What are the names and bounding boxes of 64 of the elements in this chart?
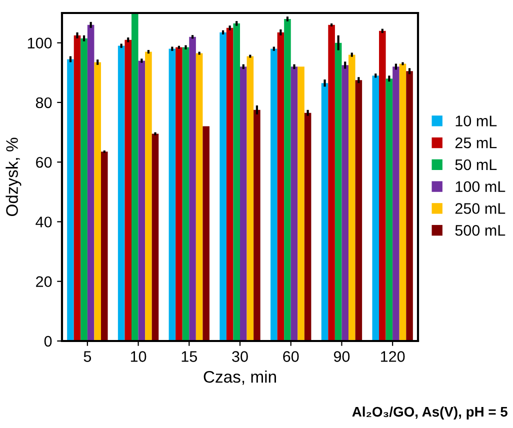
y-tick-label: 40 [36,216,52,228]
legend-label: 10 mL [456,116,497,126]
bar [138,60,146,341]
bar [328,24,335,341]
bar [87,24,94,341]
bar [118,46,125,341]
legend-label: 50 mL [455,159,497,170]
y-tick-label: 20 [36,276,52,288]
legend-label: 250 mL [455,203,506,214]
bar [342,65,348,341]
bar [406,71,413,341]
x-axis-title: Czas, min [204,370,276,385]
bar [246,56,254,341]
bar [196,53,203,341]
bar [304,112,312,341]
bar [176,47,182,341]
bar [399,64,406,341]
y-tick-label: 100 [28,38,52,49]
bar [145,52,152,341]
bar [379,30,386,341]
y-tick-label: 80 [36,97,52,108]
y-tick-label: 60 [36,156,52,168]
bar [240,66,247,341]
bar [202,126,210,341]
bar [284,18,291,341]
x-tick-label: 15 [182,351,197,362]
bar [290,66,298,341]
legend-label: 100 mL [456,181,506,192]
x-tick-label: 60 [283,351,299,362]
bar [386,78,393,341]
bar [298,66,304,341]
bar [74,35,81,341]
bar [168,48,176,341]
bar [348,54,356,341]
x-tick-label: 120 [380,351,405,362]
bar [80,38,88,341]
bar [152,134,159,341]
bar [220,32,226,341]
y-axis-title: Odzysk, % [6,138,22,216]
bar [67,59,74,341]
text: Al₂O₃/GO, As(V), pH = 5 [352,406,508,420]
bar [254,110,260,341]
y-tick-label: 0 [44,336,52,347]
bar [392,66,400,341]
bar [94,62,101,341]
bar [100,152,108,341]
bar [321,83,328,341]
bar [189,36,196,341]
bar [334,42,342,341]
legend-label: 500 mL [455,224,506,236]
bar [124,40,132,341]
legend-label: 25 mL [455,137,497,148]
bar [182,47,190,341]
x-tick-label: 30 [232,351,248,362]
x-tick-label: 90 [334,351,350,362]
bar [277,32,284,341]
bar [372,76,380,341]
bar [132,13,138,341]
bar [355,80,362,341]
x-tick-label: 10 [130,351,146,362]
x-tick-label: 5 [84,351,92,362]
bar [270,48,278,341]
bar [233,23,240,341]
bar [226,28,234,341]
